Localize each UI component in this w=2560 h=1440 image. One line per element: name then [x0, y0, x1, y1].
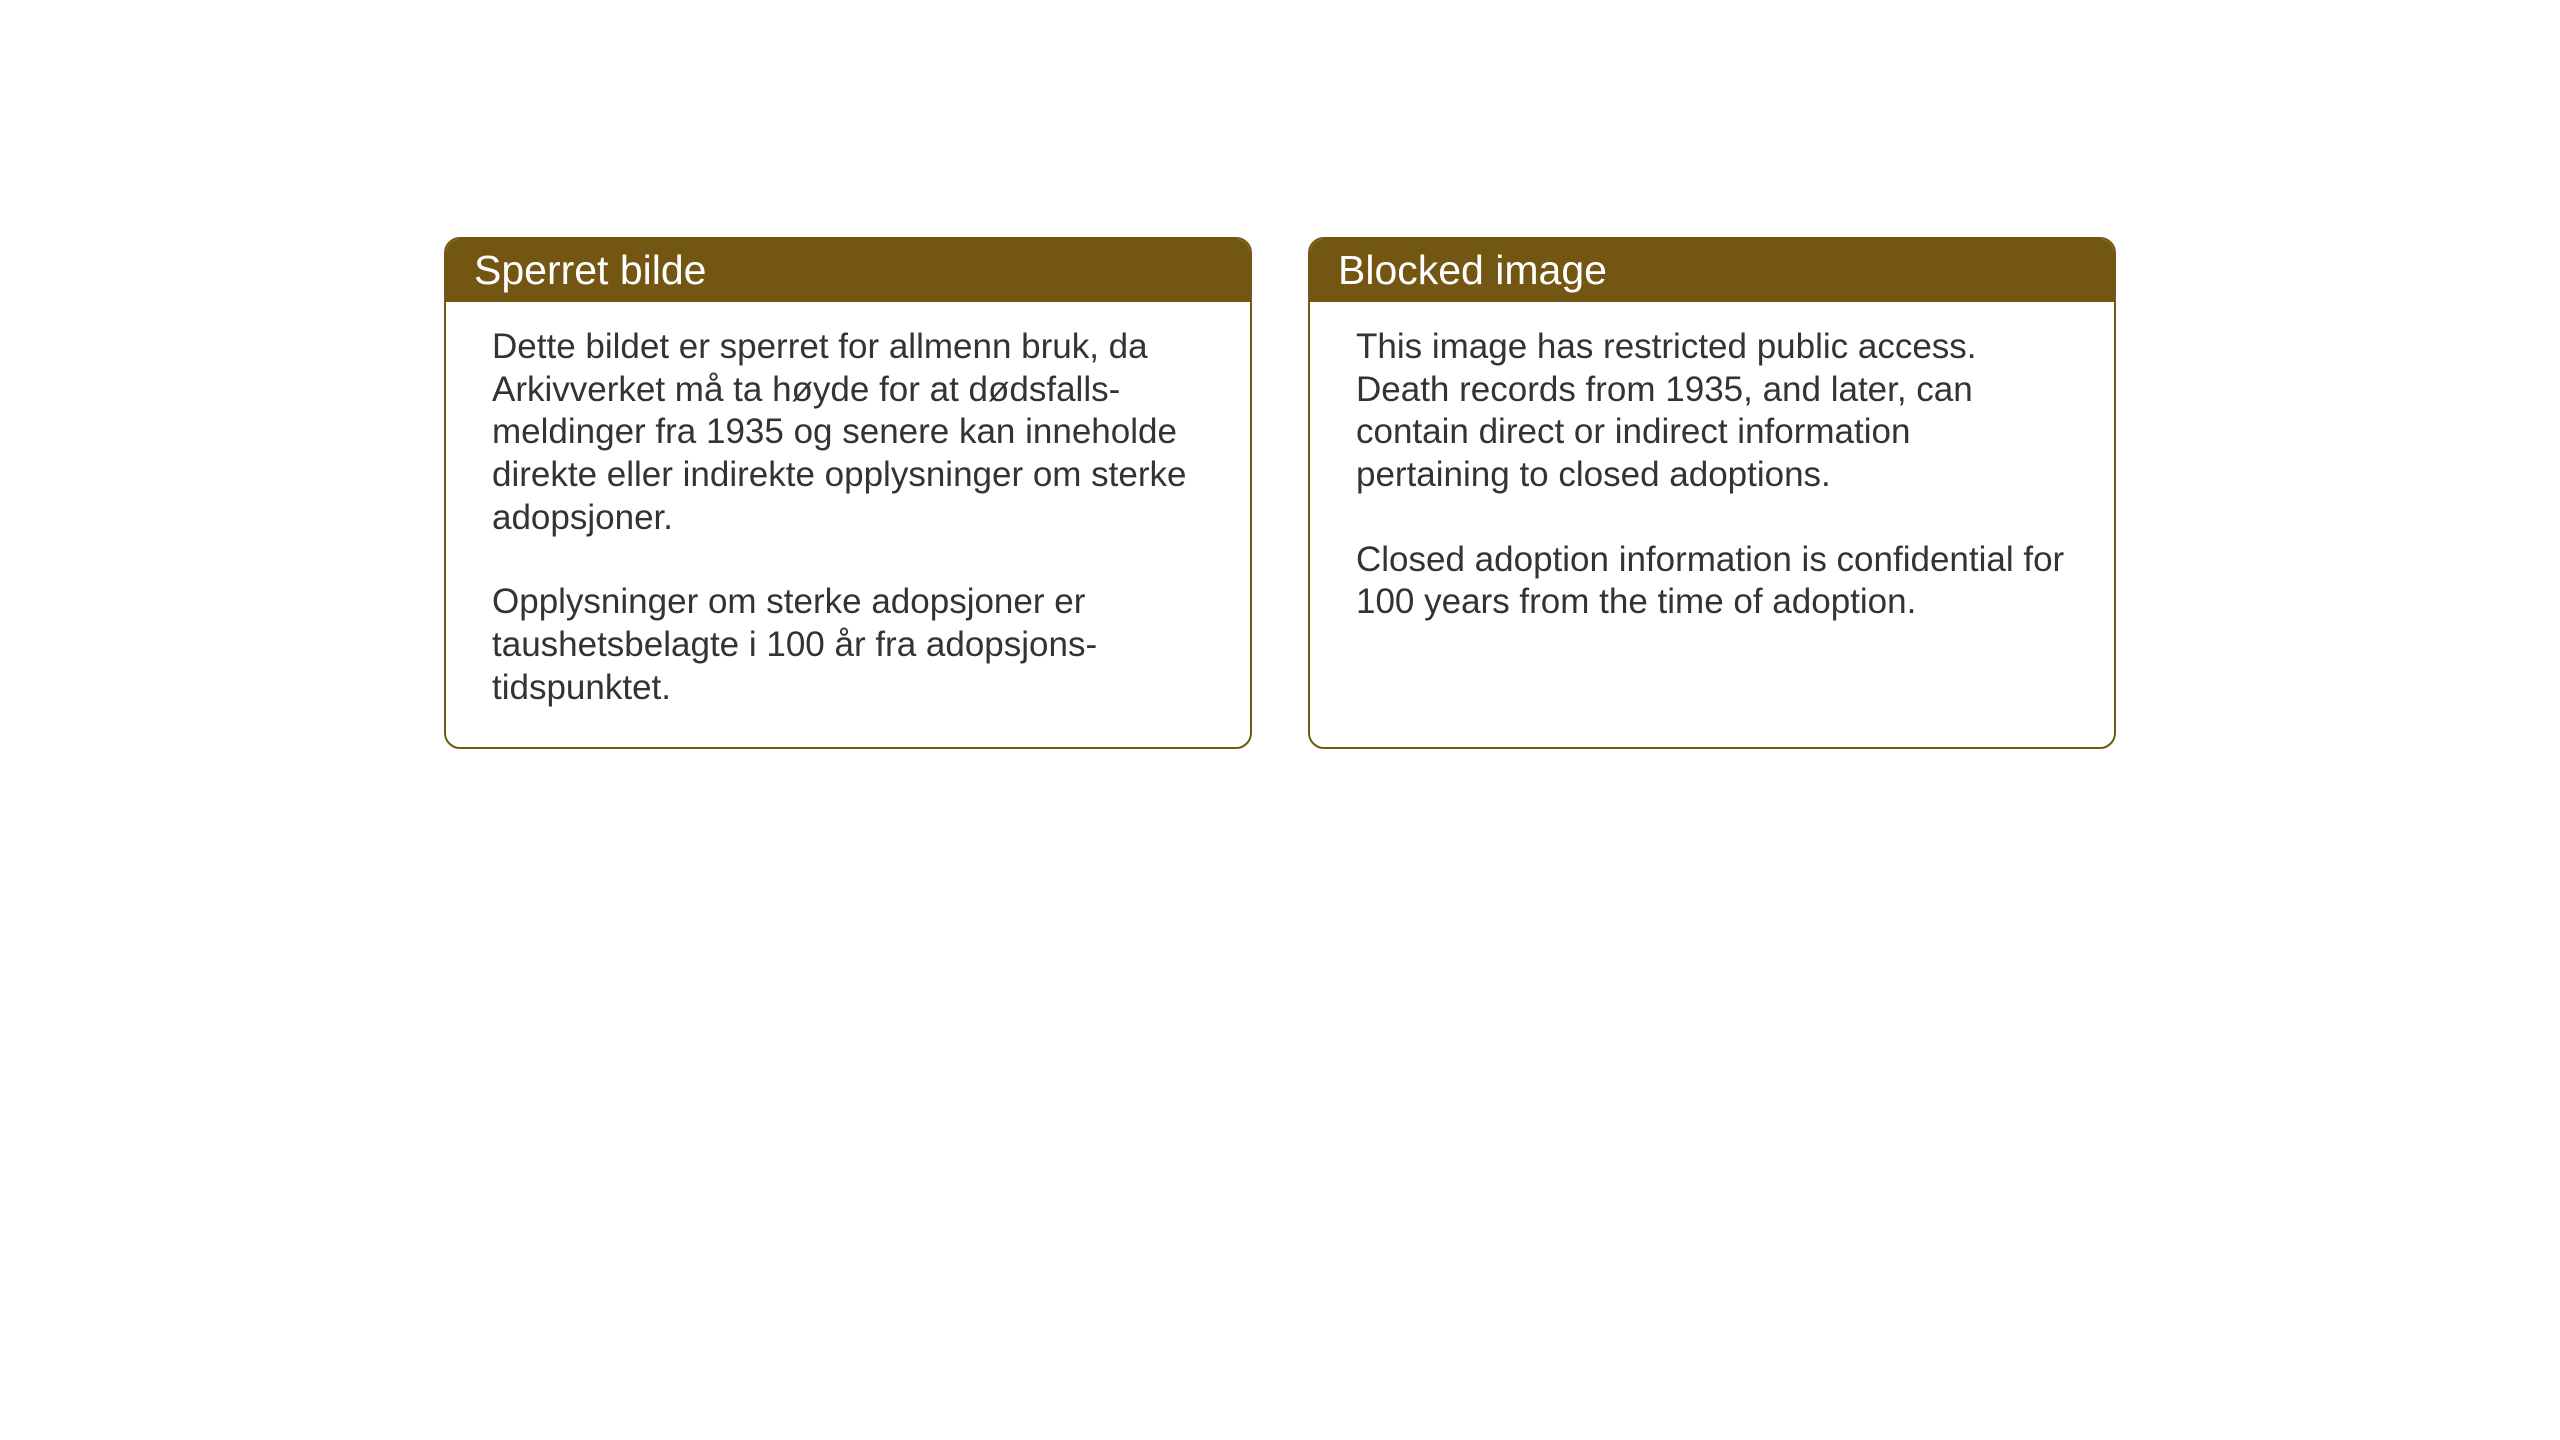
norwegian-notice-card: Sperret bilde Dette bildet er sperret fo… — [444, 237, 1252, 749]
norwegian-paragraph-2: Opplysninger om sterke adopsjoner er tau… — [492, 581, 1204, 709]
english-paragraph-2: Closed adoption information is confident… — [1356, 539, 2068, 624]
english-notice-card: Blocked image This image has restricted … — [1308, 237, 2116, 749]
norwegian-card-title: Sperret bilde — [446, 239, 1250, 302]
english-card-title: Blocked image — [1310, 239, 2114, 302]
english-card-body: This image has restricted public access.… — [1310, 302, 2114, 656]
english-paragraph-1: This image has restricted public access.… — [1356, 326, 2068, 497]
norwegian-paragraph-1: Dette bildet er sperret for allmenn bruk… — [492, 326, 1204, 539]
notice-container: Sperret bilde Dette bildet er sperret fo… — [444, 237, 2116, 749]
norwegian-card-body: Dette bildet er sperret for allmenn bruk… — [446, 302, 1250, 742]
